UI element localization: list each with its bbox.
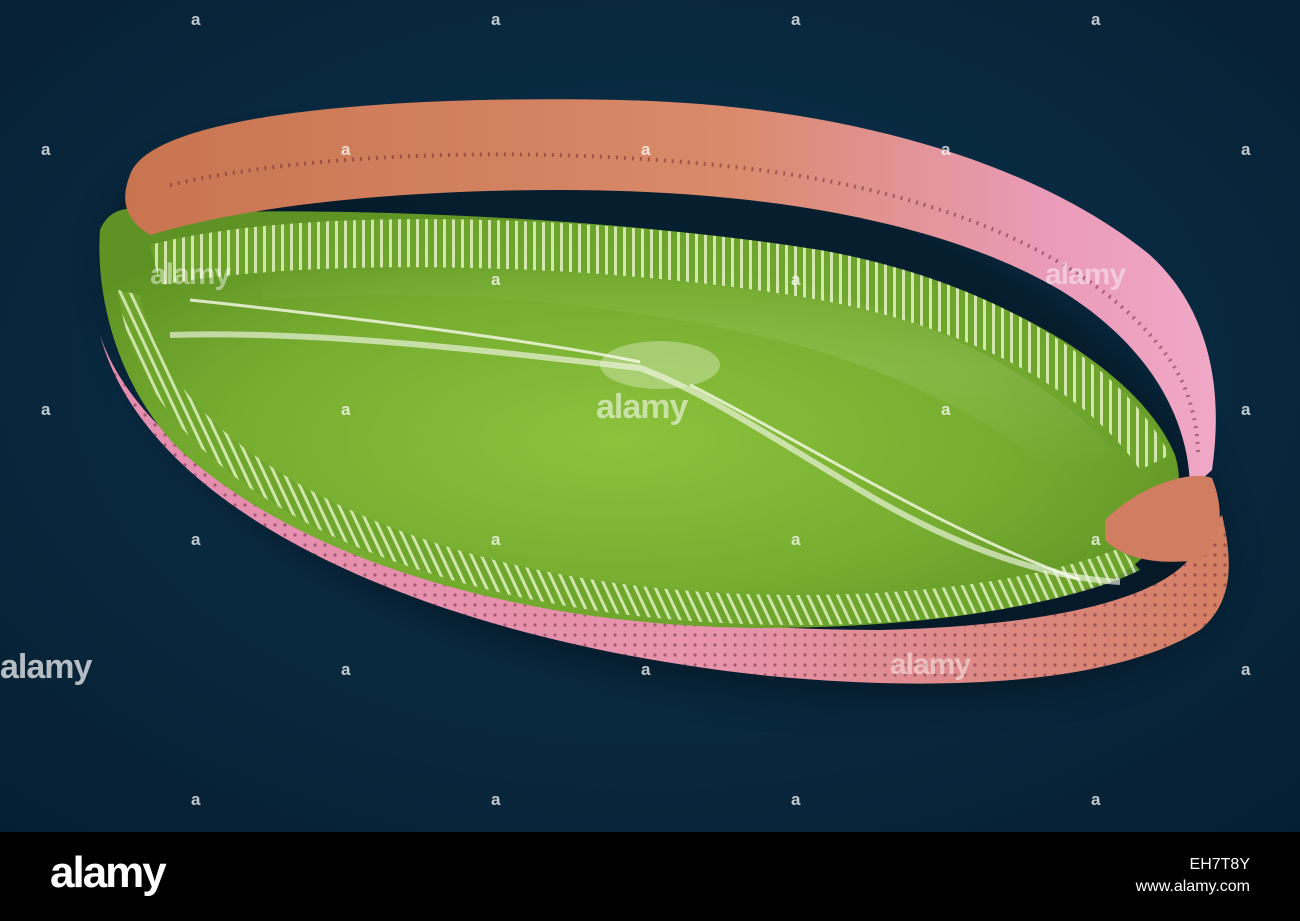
girdle-fragment xyxy=(1105,475,1220,562)
website-link[interactable]: www.alamy.com xyxy=(1135,878,1250,895)
upper-girdle-pores xyxy=(169,152,1200,456)
diatom-illustration xyxy=(0,0,1300,832)
lower-striae xyxy=(118,290,1140,625)
image-id: EH7T8Y xyxy=(1189,856,1250,873)
upper-girdle-band xyxy=(125,99,1216,491)
alamy-logo: alamy xyxy=(50,848,167,897)
lower-girdle-pores xyxy=(100,335,1229,684)
raphe-lower xyxy=(689,383,1081,582)
upper-striae xyxy=(150,219,1170,470)
central-nodule xyxy=(600,341,720,389)
valve-sheen xyxy=(257,235,1114,490)
stock-footer-bar: alamy EH7T8Y www.alamy.com xyxy=(0,832,1300,921)
diatom-photo: a a a a a a a a a alamy a a alamy a a al… xyxy=(0,0,1300,832)
raphe-upper xyxy=(189,298,641,364)
raphe-line xyxy=(169,331,1121,585)
footer-meta: EH7T8Y www.alamy.com xyxy=(1136,854,1250,898)
